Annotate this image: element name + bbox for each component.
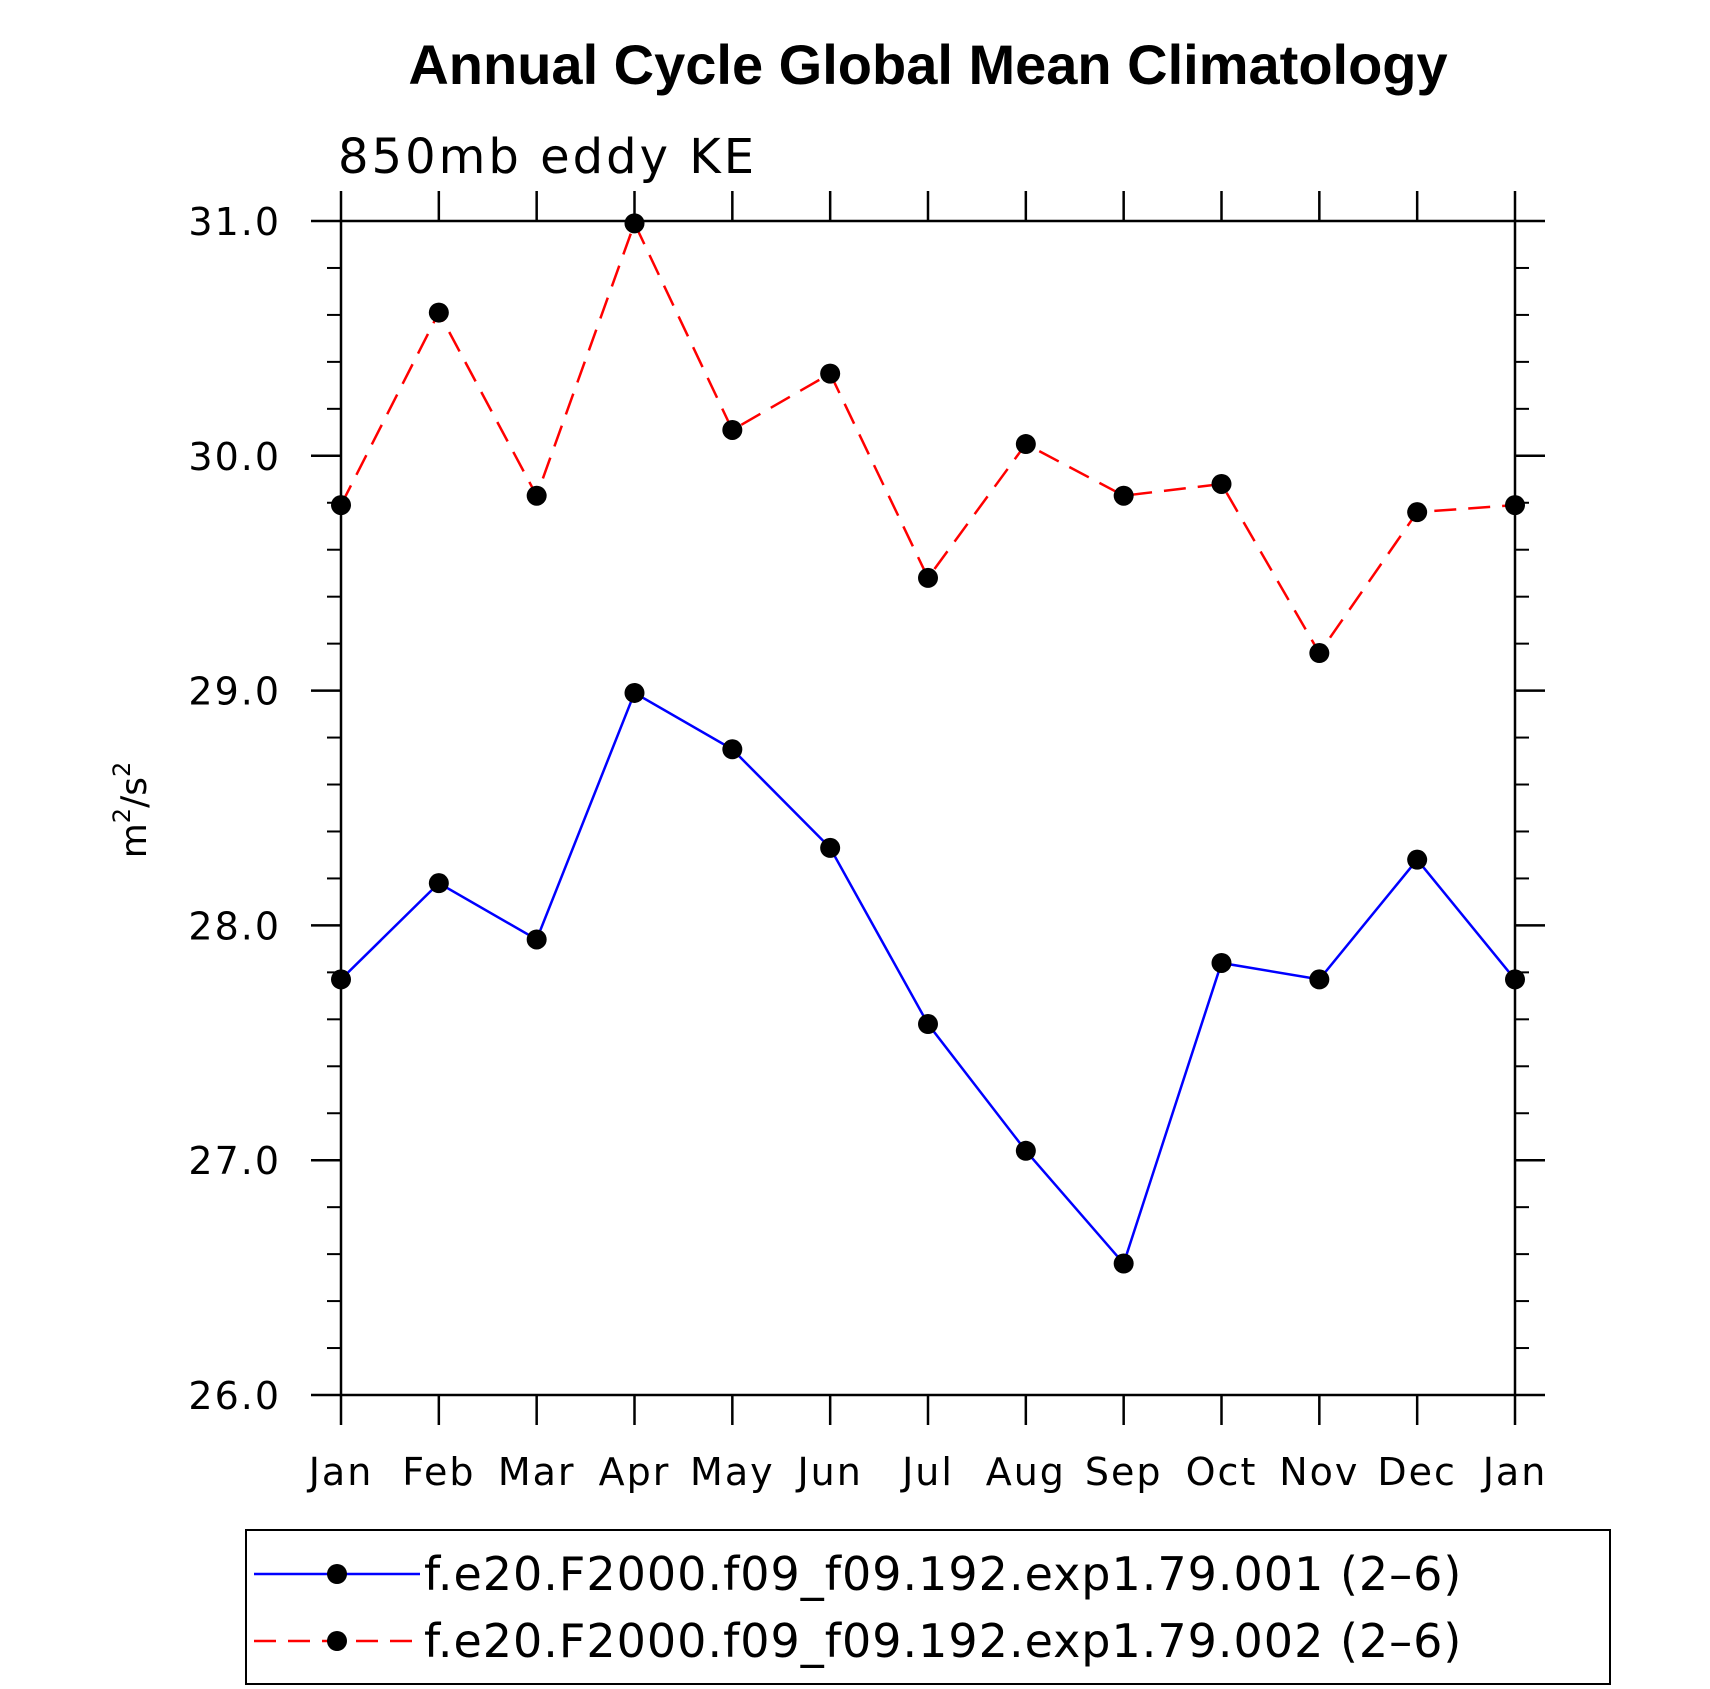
series-2-marker xyxy=(1407,502,1428,523)
x-tick-label: Apr xyxy=(599,1450,671,1494)
x-tick-label: Dec xyxy=(1377,1450,1457,1494)
legend-marker-1 xyxy=(327,1564,347,1584)
series-line-1 xyxy=(340,691,1516,1267)
series-1-marker xyxy=(1015,1140,1036,1161)
series-1-marker xyxy=(428,873,449,894)
legend-box xyxy=(245,1529,1611,1685)
y-tick-label: 31.0 xyxy=(188,200,281,244)
legend: f.e20.F2000.f09_f09.192.exp1.79.001 (2–6… xyxy=(245,1529,1611,1685)
series-2-marker xyxy=(624,213,645,234)
series-1-marker xyxy=(624,682,645,703)
series-1-marker xyxy=(526,929,547,950)
series-1-marker xyxy=(1211,952,1232,973)
series-2-marker xyxy=(526,485,547,506)
series-2-marker xyxy=(820,363,841,384)
x-tick-label: Jul xyxy=(900,1450,954,1494)
x-tick-label: Jan xyxy=(1481,1450,1548,1494)
y-tick-label: 28.0 xyxy=(188,904,281,948)
chart-title: Annual Cycle Global Mean Climatology xyxy=(408,33,1447,96)
series-1-marker xyxy=(1407,849,1428,870)
series-2-marker xyxy=(1015,434,1036,455)
x-tick-label: Aug xyxy=(986,1450,1066,1494)
y-axis-label: m2/s2 xyxy=(108,762,155,859)
series-2-marker xyxy=(428,302,449,323)
series-2-marker xyxy=(722,419,743,440)
chart-subtitle: 850mb eddy KE xyxy=(338,129,757,185)
series-1-marker xyxy=(820,837,841,858)
axis-ticks xyxy=(311,191,1545,1425)
series-1-marker xyxy=(1309,969,1330,990)
x-tick-label: Mar xyxy=(498,1450,576,1494)
x-tick-label: Jan xyxy=(307,1450,374,1494)
y-tick-label: 26.0 xyxy=(188,1374,281,1418)
x-tick-label: Jun xyxy=(795,1450,862,1494)
x-tick-labels: Jan Feb Mar Apr May Jun Jul Aug Sep Oct Nov Dec Jan xyxy=(307,1450,1548,1494)
series-2-marker xyxy=(1211,473,1232,494)
y-tick-labels: 26.0 27.0 28.0 29.0 30.0 31.0 xyxy=(188,200,281,1418)
series-2-marker xyxy=(1309,643,1330,664)
x-tick-label: Oct xyxy=(1186,1450,1258,1494)
series-layer xyxy=(331,213,1525,1274)
x-tick-label: Feb xyxy=(402,1450,475,1494)
y-tick-label: 30.0 xyxy=(188,435,281,479)
series-1-marker xyxy=(1113,1253,1134,1274)
legend-label-1: f.e20.F2000.f09_f09.192.exp1.79.001 (2–6… xyxy=(424,1547,1462,1601)
x-tick-label: Nov xyxy=(1279,1450,1359,1494)
y-tick-label: 29.0 xyxy=(188,670,281,714)
series-1-marker xyxy=(918,1014,938,1035)
legend-label-2: f.e20.F2000.f09_f09.192.exp1.79.002 (2–6… xyxy=(424,1614,1462,1668)
series-1-marker xyxy=(722,739,743,760)
series-2-marker xyxy=(918,567,938,588)
x-tick-label: Sep xyxy=(1085,1450,1163,1494)
series-2-marker xyxy=(1113,485,1134,506)
y-tick-label: 27.0 xyxy=(188,1139,281,1183)
legend-marker-2 xyxy=(327,1631,347,1651)
plot-frame xyxy=(339,219,1517,1397)
series-line-2 xyxy=(339,220,1516,656)
x-tick-label: May xyxy=(690,1450,775,1494)
